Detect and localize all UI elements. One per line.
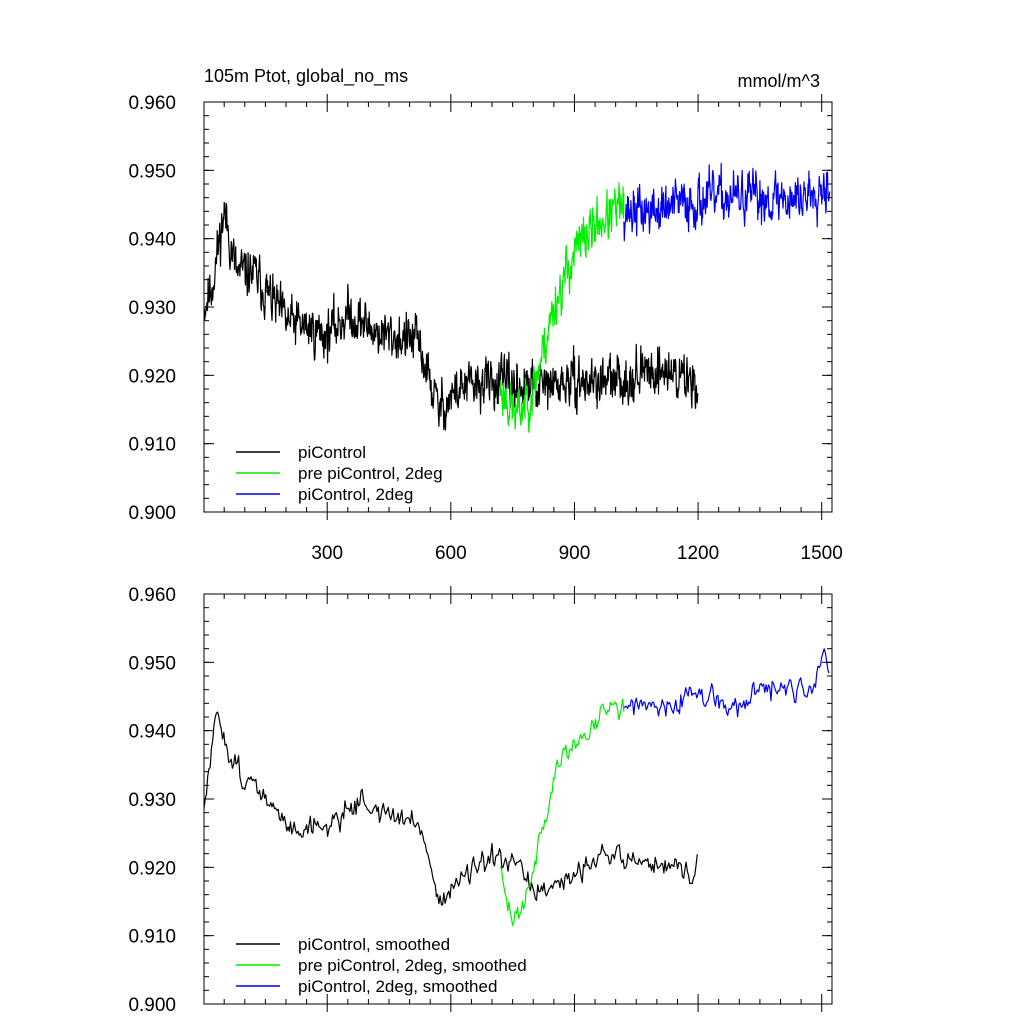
units-label: mmol/m^3: [738, 71, 820, 91]
x-tick-label: 300: [311, 543, 343, 564]
x-tick-label: 900: [559, 543, 591, 564]
legend-label: piControl, 2deg, smoothed: [298, 977, 497, 996]
y-tick-label: 0.930: [128, 298, 176, 319]
y-tick-label: 0.940: [128, 230, 176, 251]
y-tick-label: 0.950: [128, 161, 176, 182]
series-line-2: [623, 162, 831, 242]
top-panel: 105m Ptot, global_no_ms mmol/m^3 0.900 0.…: [128, 66, 842, 564]
legend-label: piControl, smoothed: [298, 935, 450, 954]
legend-label: pre piControl, 2deg: [298, 464, 443, 483]
x-tick-label: 1500: [801, 543, 843, 564]
series-line-1: [499, 182, 625, 433]
x-tick-label: 600: [435, 543, 467, 564]
legend-label: pre piControl, 2deg, smoothed: [298, 956, 527, 975]
y-tick-label: 0.910: [128, 435, 176, 456]
series-lines: [204, 162, 831, 433]
y-tick-label: 0.960: [128, 93, 176, 114]
y-tick-label: 0.950: [128, 653, 176, 674]
series-line-2: [623, 648, 830, 718]
series-line-1: [499, 698, 625, 926]
y-tick-label: 0.960: [128, 585, 176, 606]
y-tick-label: 0.900: [128, 995, 176, 1016]
y-tick-label: 0.930: [128, 790, 176, 811]
legend-label: piControl, 2deg: [298, 485, 413, 504]
y-tick-label: 0.940: [128, 722, 176, 743]
y-tick-label: 0.920: [128, 858, 176, 879]
legend: piControl, smoothed pre piControl, 2deg, …: [236, 935, 527, 996]
y-tick-label: 0.920: [128, 366, 176, 387]
y-tick-label: 0.900: [128, 503, 176, 524]
series-line-0: [204, 711, 698, 906]
bottom-panel: 0.900 0.910 0.920 0.930 0.940 0.950 0.960 piCon…: [128, 585, 833, 1016]
legend: piControl pre piControl, 2deg piControl, 2…: [236, 443, 443, 504]
y-tick-label: 0.910: [128, 927, 176, 948]
series-lines: [204, 648, 830, 926]
x-tick-label: 1200: [677, 543, 719, 564]
series-line-0: [204, 201, 699, 431]
chart-title: 105m Ptot, global_no_ms: [204, 66, 408, 87]
legend-label: piControl: [298, 443, 366, 462]
